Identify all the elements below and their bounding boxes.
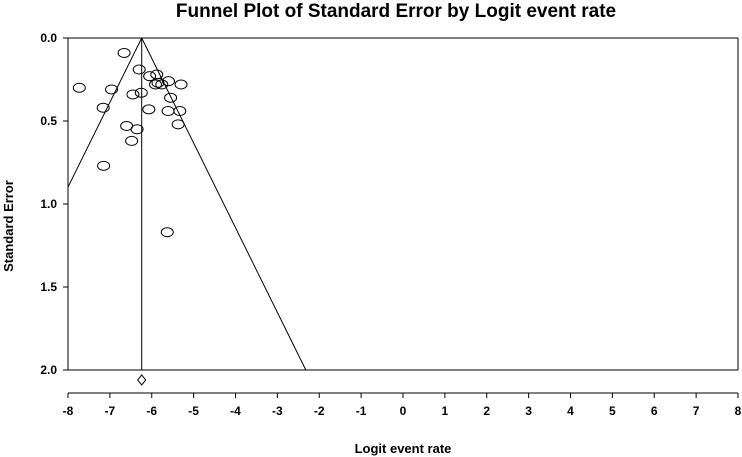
chart-title: Funnel Plot of Standard Error by Logit e… bbox=[176, 1, 616, 22]
y-tick-label: 2.0 bbox=[40, 363, 57, 377]
study-point bbox=[96, 102, 110, 113]
x-tick-label: 7 bbox=[693, 404, 700, 418]
summary-diamond-layer bbox=[137, 374, 147, 386]
x-axis: -8 -7 -6 -5 -4 -3 -2 -1 0 1 2 3 4 5 6 7 8 bbox=[63, 392, 742, 418]
study-point bbox=[162, 76, 175, 87]
study-point bbox=[164, 92, 178, 103]
study-point bbox=[132, 64, 146, 75]
study-point bbox=[149, 79, 163, 90]
x-tick-label: -7 bbox=[105, 404, 116, 418]
study-point bbox=[125, 135, 139, 146]
funnel-lines bbox=[67, 37, 307, 371]
x-tick-label: 2 bbox=[483, 404, 490, 418]
x-tick-label: -2 bbox=[314, 404, 325, 418]
study-point bbox=[173, 106, 187, 117]
x-tick-label: 6 bbox=[651, 404, 658, 418]
y-tick-label: 1.0 bbox=[40, 197, 57, 211]
y-axis-label: Standard Error bbox=[1, 180, 16, 272]
study-point bbox=[142, 104, 156, 115]
study-point bbox=[174, 79, 188, 90]
x-axis-label: Logit event rate bbox=[355, 441, 452, 456]
x-tick-label: 1 bbox=[442, 404, 449, 418]
x-tick-label: -6 bbox=[146, 404, 157, 418]
x-tick-label: 3 bbox=[525, 404, 532, 418]
plot-frame bbox=[67, 37, 739, 371]
x-tick-label: -1 bbox=[356, 404, 367, 418]
y-axis: 0.0 0.5 1.0 1.5 2.0 bbox=[40, 31, 68, 377]
x-tick-label: -5 bbox=[188, 404, 199, 418]
x-tick-label: -4 bbox=[230, 404, 241, 418]
study-point bbox=[161, 106, 175, 117]
study-point bbox=[151, 77, 165, 88]
study-point bbox=[143, 71, 157, 82]
study-point bbox=[130, 124, 144, 135]
study-point bbox=[105, 84, 119, 95]
study-point bbox=[97, 160, 111, 171]
study-point bbox=[72, 82, 86, 93]
study-point bbox=[155, 79, 169, 90]
y-tick-label: 1.5 bbox=[40, 280, 57, 294]
x-tick-label: -8 bbox=[63, 404, 74, 418]
study-point bbox=[117, 47, 131, 58]
x-tick-label: -3 bbox=[272, 404, 283, 418]
summary-diamond bbox=[137, 374, 147, 386]
study-point bbox=[160, 227, 174, 238]
study-point bbox=[126, 89, 140, 100]
x-tick-label: 8 bbox=[735, 404, 742, 418]
y-tick-label: 0.5 bbox=[40, 114, 57, 128]
study-point bbox=[171, 119, 185, 130]
x-tick-label: 0 bbox=[400, 404, 407, 418]
study-point bbox=[150, 69, 164, 80]
study-point bbox=[134, 87, 148, 98]
x-tick-label: 4 bbox=[567, 404, 574, 418]
study-points bbox=[72, 47, 188, 238]
x-tick-label: 5 bbox=[609, 404, 616, 418]
y-tick-label: 0.0 bbox=[40, 31, 57, 45]
